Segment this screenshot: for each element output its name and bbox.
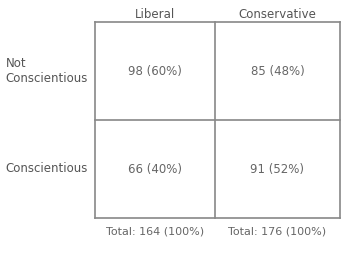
Text: Conservative: Conservative: [239, 7, 316, 20]
Text: Total: 176 (100%): Total: 176 (100%): [229, 227, 326, 237]
Text: 66 (40%): 66 (40%): [128, 163, 182, 175]
Text: Liberal: Liberal: [135, 7, 175, 20]
Text: Total: 164 (100%): Total: 164 (100%): [106, 227, 204, 237]
Text: 98 (60%): 98 (60%): [128, 64, 182, 77]
Text: 91 (52%): 91 (52%): [251, 163, 304, 175]
Text: Not
Conscientious: Not Conscientious: [6, 57, 88, 85]
Text: Conscientious: Conscientious: [6, 163, 88, 175]
Text: 85 (48%): 85 (48%): [251, 64, 304, 77]
